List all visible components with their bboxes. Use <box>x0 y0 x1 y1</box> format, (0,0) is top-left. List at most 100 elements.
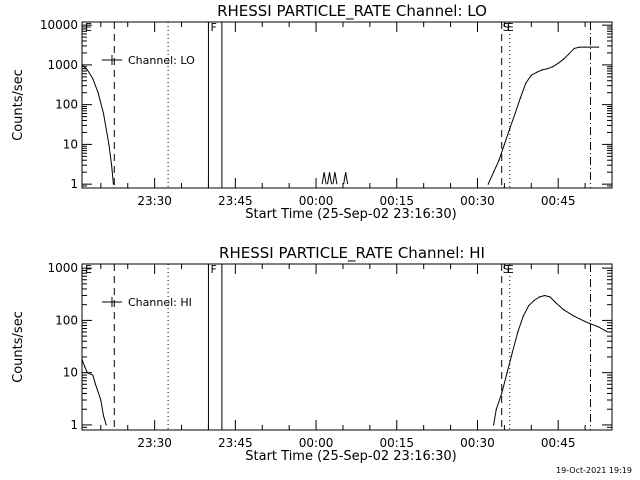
data-point <box>501 392 503 395</box>
data-point <box>579 46 581 48</box>
data-point <box>522 315 524 317</box>
flag-label: E <box>85 263 92 276</box>
y-axis-label: Counts/sec <box>11 69 26 141</box>
data-point <box>86 69 88 71</box>
y-tick-label: 100 <box>55 98 78 112</box>
flag-label: F <box>210 21 216 34</box>
plot-frame <box>81 21 613 189</box>
spike-mark <box>327 172 333 185</box>
data-point <box>541 69 543 71</box>
data-point <box>584 320 586 323</box>
data-point <box>81 64 83 66</box>
data-point <box>112 183 114 185</box>
data-point <box>573 47 575 50</box>
series-line <box>493 294 607 425</box>
flag-label: E <box>85 21 92 34</box>
data-point <box>100 399 102 401</box>
timestamp: 19-Oct-2021 19:19 <box>556 466 632 475</box>
data-point <box>568 53 570 55</box>
series-line <box>81 359 107 426</box>
data-point <box>493 171 495 173</box>
y-tick-label: 10 <box>63 366 78 380</box>
data-point <box>530 74 532 76</box>
flag-label: F <box>210 263 216 276</box>
y-tick-label: 10 <box>63 137 78 151</box>
data-point <box>552 66 554 68</box>
x-tick-label: 00:15 <box>379 436 414 450</box>
legend-label: Channel: LO <box>128 54 195 67</box>
data-point <box>562 309 565 311</box>
panel-1: RHESSI PARTICLE_RATE Channel: LO Counts/s… <box>11 2 613 222</box>
data-point <box>597 46 600 48</box>
legend-label: Channel: HI <box>128 296 192 309</box>
data-point <box>84 366 86 368</box>
data-point <box>525 82 527 84</box>
data-point <box>110 164 113 166</box>
x-tick-label: 00:45 <box>541 436 576 450</box>
data-point <box>549 296 551 298</box>
x-tick-label: 23:45 <box>218 436 253 450</box>
series-line <box>81 64 114 185</box>
spike-mark <box>343 172 349 185</box>
y-tick-label: 100 <box>55 313 78 327</box>
data-point <box>506 372 508 374</box>
data-point <box>495 408 497 410</box>
data-point <box>102 112 105 115</box>
data-point <box>94 383 97 385</box>
data-point <box>517 331 519 333</box>
y-axis-label: Counts/sec <box>11 311 26 383</box>
x-tick-label: 00:15 <box>379 194 414 208</box>
plot-frame <box>81 263 613 431</box>
data-point <box>533 299 535 302</box>
chart-title: RHESSI PARTICLE_RATE Channel: LO <box>217 2 487 21</box>
data-point <box>538 296 540 298</box>
flag-label: S <box>503 263 510 276</box>
data-point <box>544 294 546 297</box>
data-point <box>92 78 94 80</box>
y-tick-label: 1 <box>70 418 78 432</box>
data-point <box>105 424 107 426</box>
data-point <box>108 143 110 145</box>
data-point <box>86 372 88 374</box>
x-tick-label: 00:45 <box>541 194 576 208</box>
data-point <box>498 159 500 161</box>
y-tick-label: 1000 <box>47 58 78 72</box>
data-point <box>589 46 592 48</box>
data-point <box>597 326 600 328</box>
data-point <box>546 68 549 70</box>
data-point <box>503 143 505 145</box>
data-point <box>573 315 575 317</box>
y-tick-label: 1000 <box>47 261 78 275</box>
flag-label: E <box>507 263 514 276</box>
data-point <box>557 62 559 64</box>
data-point <box>519 97 522 99</box>
panel-2: RHESSI PARTICLE_RATE Channel: HI Counts/s… <box>11 244 613 464</box>
data-point <box>511 351 514 353</box>
data-point <box>554 301 557 304</box>
y-tick-label: 1 <box>70 177 78 191</box>
x-tick-label: 00:00 <box>299 194 334 208</box>
data-point <box>487 183 489 185</box>
x-tick-label: 23:30 <box>137 436 172 450</box>
chart-title: RHESSI PARTICLE_RATE Channel: HI <box>219 244 485 263</box>
data-point <box>102 415 105 417</box>
data-point <box>81 358 83 360</box>
data-point <box>514 112 516 115</box>
x-tick-label: 23:45 <box>218 194 253 208</box>
x-tick-label: 23:30 <box>137 194 172 208</box>
spike-mark <box>321 172 327 185</box>
x-tick-label: 00:30 <box>460 436 495 450</box>
x-tick-label: 00:30 <box>460 194 495 208</box>
data-point <box>527 305 530 307</box>
flag-label: S <box>503 21 510 34</box>
x-axis-label: Start Time (25-Sep-02 23:16:30) <box>245 449 456 464</box>
data-point <box>97 92 99 94</box>
data-point <box>493 424 495 426</box>
x-axis-label: Start Time (25-Sep-02 23:16:30) <box>245 207 456 222</box>
x-tick-label: 00:00 <box>299 436 334 450</box>
data-point <box>562 58 565 60</box>
data-point <box>92 374 94 376</box>
data-point <box>509 127 511 130</box>
series-line <box>487 46 599 185</box>
